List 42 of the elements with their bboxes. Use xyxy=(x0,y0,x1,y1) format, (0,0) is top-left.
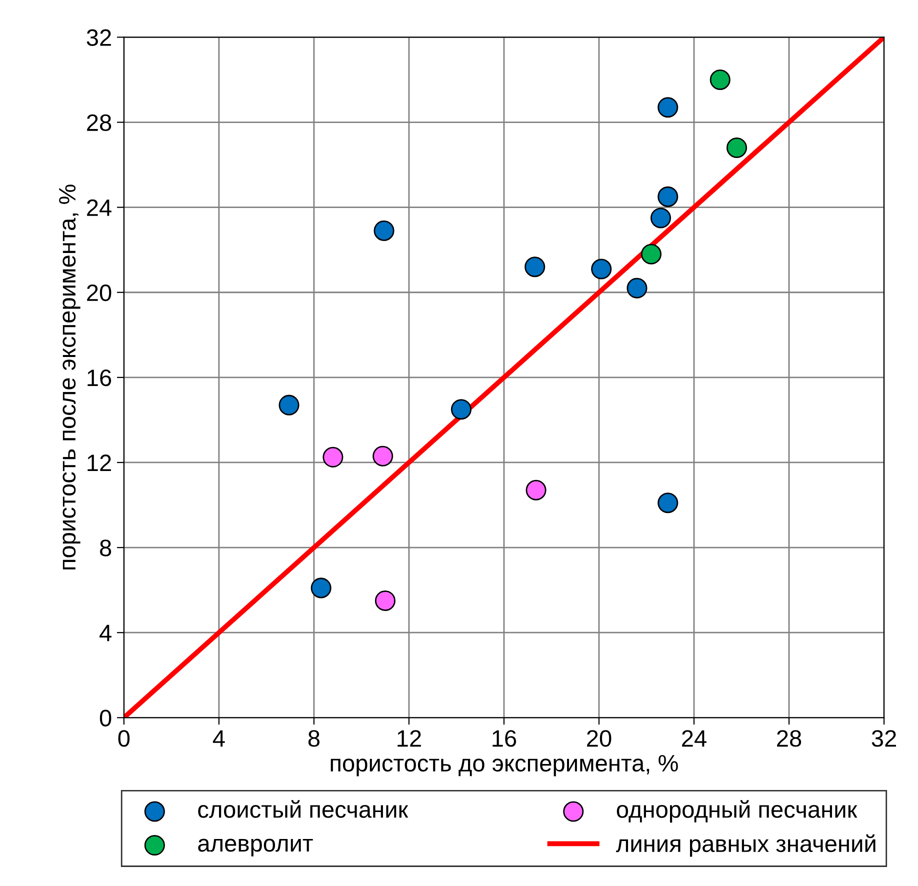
point xyxy=(710,69,730,90)
legend-label: однородный песчаник xyxy=(616,800,858,823)
y-tick-label: 0 xyxy=(100,710,112,726)
point xyxy=(322,446,344,468)
point xyxy=(626,278,648,298)
y-tick-label: 4 xyxy=(100,624,112,642)
point xyxy=(524,256,546,278)
x-tick-label: 16 xyxy=(492,730,516,747)
legend-label: линия равных значений xyxy=(616,834,876,857)
point xyxy=(658,97,678,118)
x-tick-label: 12 xyxy=(398,730,421,747)
y-tick-label: 20 xyxy=(87,284,112,302)
y-tick-label: 8 xyxy=(100,540,112,556)
point xyxy=(650,208,672,228)
point xyxy=(658,492,678,514)
x-tick-label: 4 xyxy=(212,730,225,747)
point xyxy=(310,578,332,598)
x-tick-label: 20 xyxy=(587,730,612,747)
point xyxy=(374,220,394,241)
x-tick-label: 32 xyxy=(872,730,896,747)
point xyxy=(374,590,396,611)
y-tick-label: 32 xyxy=(86,29,111,46)
x-tick-label: 0 xyxy=(118,730,130,747)
y-axis-title: пористость после эксперимента, % xyxy=(59,184,80,570)
x-axis-title: пористость до эксперимента, % xyxy=(330,754,678,776)
legend-label: алевролит xyxy=(198,838,313,856)
point xyxy=(658,186,678,207)
y-tick-label: 12 xyxy=(88,454,111,472)
point xyxy=(526,480,546,500)
y-tick-label: 24 xyxy=(87,199,112,216)
point xyxy=(278,394,300,416)
y-tick-label: 16 xyxy=(88,370,112,386)
legend-label: слоистый песчаник xyxy=(198,800,408,818)
point xyxy=(450,399,472,420)
x-tick-label: 8 xyxy=(308,730,320,747)
x-tick-label: 24 xyxy=(682,730,706,747)
point xyxy=(726,138,748,158)
point xyxy=(591,258,612,280)
x-tick-label: 28 xyxy=(777,730,802,747)
point xyxy=(372,446,394,466)
point xyxy=(640,244,662,264)
y-tick-label: 28 xyxy=(87,114,112,132)
